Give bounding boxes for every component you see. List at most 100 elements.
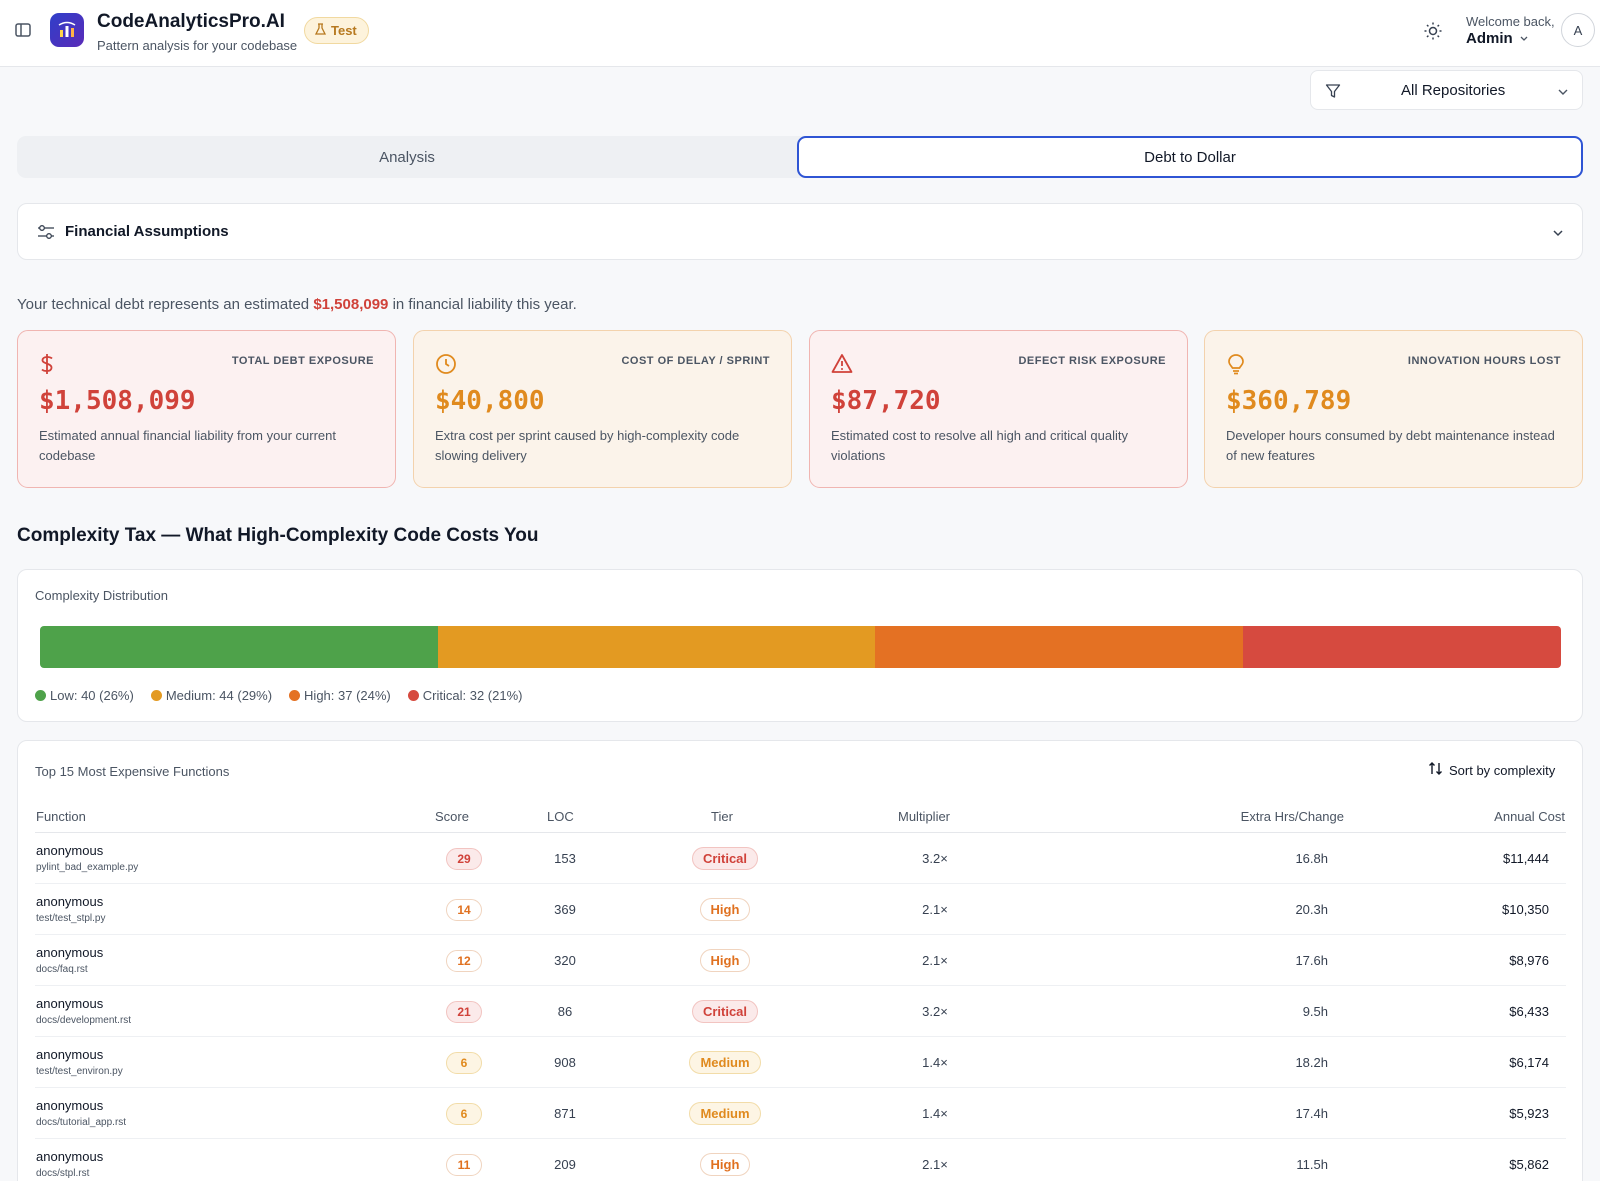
score-badge: 11: [446, 1153, 482, 1176]
legend-item-critical: Critical: 32 (21%): [407, 688, 523, 703]
extra-hours-cell: 9.5h: [1302, 1004, 1328, 1019]
chevron-down-icon: [1519, 30, 1529, 47]
repository-filter-select[interactable]: All Repositories: [1310, 70, 1583, 110]
tier-badge: Medium: [689, 1102, 761, 1125]
function-path: docs/development.rst: [36, 1015, 132, 1026]
complexity-distribution-bar: [40, 626, 1561, 668]
score-badge: 29: [446, 847, 482, 870]
score-cell: 11: [440, 1139, 488, 1181]
sliders-icon: [37, 224, 55, 245]
welcome-text: Welcome back,: [1466, 14, 1555, 29]
tier-badge: Medium: [689, 1051, 761, 1074]
table-row[interactable]: anonymous docs/faq.rst 12 320 High 2.1× 17.6h $…: [35, 935, 1566, 986]
kpi-card-innovation-hours: INNOVATION HOURS LOST $360,789 Developer…: [1204, 330, 1583, 488]
table-row[interactable]: anonymous docs/development.rst 21 86 Critica…: [35, 986, 1566, 1037]
legend-label: Low: 40 (26%): [50, 688, 134, 703]
function-name: anonymous: [36, 894, 104, 909]
distribution-segment-high: [875, 626, 1243, 668]
annual-cost-cell: $8,976: [1509, 953, 1549, 968]
app-logo: [50, 13, 84, 47]
avatar[interactable]: A: [1561, 13, 1595, 47]
table-row[interactable]: anonymous pylint_bad_example.py 29 153 Criti…: [35, 833, 1566, 884]
kpi-label: INNOVATION HOURS LOST: [1407, 355, 1561, 367]
function-name: anonymous: [36, 1047, 104, 1062]
loc-cell: 153: [554, 851, 576, 866]
table-row[interactable]: anonymous docs/stpl.rst 11 209 High 2.1× 11.5h…: [35, 1139, 1566, 1181]
annual-cost-cell: $6,433: [1509, 1004, 1549, 1019]
expensive-functions-card: Top 15 Most Expensive Functions Sort by …: [17, 740, 1583, 1181]
multiplier-cell: 3.2×: [922, 851, 948, 866]
column-header-score: Score: [435, 809, 469, 824]
score-badge: 14: [446, 898, 482, 921]
extra-hours-cell: 16.8h: [1295, 851, 1328, 866]
dollar-icon: [39, 353, 55, 380]
test-badge-label: Test: [331, 23, 357, 38]
financial-assumptions-accordion[interactable]: Financial Assumptions: [17, 203, 1583, 260]
kpi-description: Estimated cost to resolve all high and c…: [831, 428, 1128, 463]
score-badge: 21: [446, 1000, 482, 1023]
tier-cell: Medium: [675, 1037, 775, 1088]
score-cell: 29: [440, 833, 488, 884]
tier-cell: High: [675, 1139, 775, 1181]
legend-dot: [289, 690, 301, 701]
clock-icon: [435, 353, 457, 380]
score-cell: 6: [440, 1037, 488, 1088]
legend-item-low: Low: 40 (26%): [35, 688, 134, 703]
legend-label: Medium: 44 (29%): [165, 688, 273, 703]
legend-label: Critical: 32 (21%): [422, 688, 523, 703]
top-header: CodeAnalyticsPro.AI Pattern analysis for…: [0, 0, 1600, 67]
chevron-down-icon: [1557, 85, 1569, 103]
table-header-divider: [35, 832, 1566, 833]
sun-icon[interactable]: [1423, 21, 1443, 41]
legend-dot: [35, 690, 46, 701]
complexity-distribution-title: Complexity Distribution: [35, 588, 168, 603]
sort-by-complexity-button[interactable]: Sort by complexity: [1428, 761, 1555, 779]
extra-hours-cell: 17.6h: [1295, 953, 1328, 968]
expensive-functions-title: Top 15 Most Expensive Functions: [35, 764, 230, 779]
legend-label: High: 37 (24%): [304, 688, 391, 703]
function-name: anonymous: [36, 996, 104, 1011]
legend-dot: [407, 690, 419, 701]
extra-hours-cell: 18.2h: [1295, 1055, 1328, 1070]
multiplier-cell: 2.1×: [922, 953, 948, 968]
table-row[interactable]: anonymous test/test_stpl.py 14 369 High 2.1× 2…: [35, 884, 1566, 935]
kpi-card-total-debt: TOTAL DEBT EXPOSURE $1,508,099 Estimated…: [17, 330, 396, 488]
tab-debt-to-dollar[interactable]: Debt to Dollar: [797, 136, 1583, 178]
kpi-value: $40,800: [435, 386, 545, 416]
function-path: test/test_stpl.py: [36, 913, 106, 924]
score-badge: 12: [446, 949, 482, 972]
table-row[interactable]: anonymous docs/tutorial_app.rst 6 871 Medium…: [35, 1088, 1566, 1139]
score-badge: 6: [446, 1102, 482, 1125]
multiplier-cell: 1.4×: [922, 1106, 948, 1121]
tier-badge: High: [699, 898, 751, 921]
score-cell: 21: [440, 986, 488, 1037]
sidebar-toggle-icon[interactable]: [14, 21, 32, 39]
debt-summary-text: Your technical debt represents an estima…: [17, 296, 577, 313]
function-path: pylint_bad_example.py: [36, 862, 139, 873]
distribution-segment-low: [40, 626, 438, 668]
tier-badge: High: [699, 1153, 751, 1176]
tier-cell: High: [675, 935, 775, 986]
distribution-segment-medium: [437, 626, 876, 668]
tab-analysis[interactable]: Analysis: [379, 148, 435, 166]
loc-cell: 320: [554, 953, 576, 968]
table-row[interactable]: anonymous test/test_environ.py 6 908 Medium 1…: [35, 1037, 1566, 1088]
tier-cell: High: [675, 884, 775, 935]
loc-cell: 369: [554, 902, 576, 917]
tier-badge: High: [699, 949, 751, 972]
score-badge: 6: [446, 1051, 482, 1074]
annual-cost-cell: $10,350: [1502, 902, 1549, 917]
app-title: CodeAnalyticsPro.AI: [97, 11, 285, 32]
multiplier-cell: 2.1×: [922, 902, 948, 917]
kpi-label: TOTAL DEBT EXPOSURE: [231, 355, 374, 367]
column-header-annual-cost: Annual Cost: [1494, 809, 1565, 824]
column-header-tier: Tier: [711, 809, 733, 824]
test-environment-badge: Test: [304, 17, 369, 44]
user-menu[interactable]: Admin: [1466, 30, 1529, 47]
kpi-card-cost-of-delay: COST OF DELAY / SPRINT $40,800 Extra cos…: [413, 330, 792, 488]
loc-cell: 209: [554, 1157, 576, 1172]
kpi-value: $87,720: [831, 386, 941, 416]
legend-item-medium: Medium: 44 (29%): [150, 688, 273, 703]
lightbulb-icon: [1226, 353, 1246, 380]
extra-hours-cell: 17.4h: [1295, 1106, 1328, 1121]
